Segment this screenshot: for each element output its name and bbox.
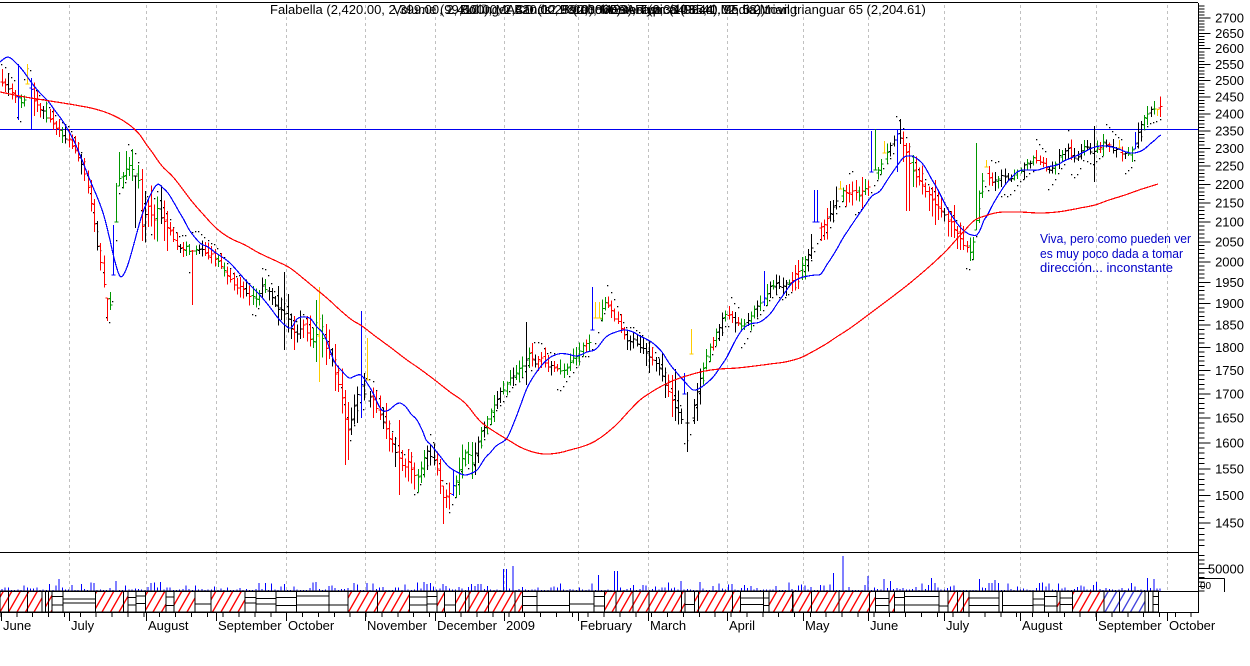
svg-text:1950: 1950 <box>1215 275 1244 290</box>
svg-text:1550: 1550 <box>1215 461 1244 476</box>
svg-text:1450: 1450 <box>1215 516 1244 531</box>
svg-text:1600: 1600 <box>1215 436 1244 451</box>
svg-text:1750: 1750 <box>1215 363 1244 378</box>
svg-text:2000: 2000 <box>1215 254 1244 269</box>
svg-text:2450: 2450 <box>1215 90 1244 105</box>
svg-text:Volume (99,600), MACD (12.9810: Volume (99,600), MACD (12.9810), Momentu… <box>393 2 717 17</box>
svg-text:May: May <box>805 618 830 633</box>
svg-text:2300: 2300 <box>1215 141 1244 156</box>
svg-text:00: 00 <box>1200 581 1212 592</box>
svg-text:2150: 2150 <box>1215 196 1244 211</box>
svg-text:September: September <box>218 618 282 633</box>
svg-text:2100: 2100 <box>1215 215 1244 230</box>
svg-text:2009: 2009 <box>506 618 535 633</box>
svg-text:es muy poco dada a tomar: es muy poco dada a tomar <box>1040 246 1184 261</box>
svg-text:2550: 2550 <box>1215 57 1244 72</box>
svg-text:November: November <box>367 618 428 633</box>
svg-text:1500: 1500 <box>1215 488 1244 503</box>
svg-text:50000: 50000 <box>1208 562 1244 577</box>
svg-text:Viva, pero como pueden ver: Viva, pero como pueden ver <box>1040 231 1192 246</box>
svg-text:2400: 2400 <box>1215 106 1244 121</box>
svg-text:2650: 2650 <box>1215 26 1244 41</box>
svg-text:April: April <box>729 618 755 633</box>
svg-text:Falabella (2,420.00, 2,399.00,: Falabella (2,420.00, 2,399.00, 2,410.00,… <box>270 2 621 17</box>
svg-text:Media Movil trianguar 65 (2,20: Media Movil trianguar 65 (2,204.61) <box>721 2 926 17</box>
svg-text:July: July <box>71 618 95 633</box>
svg-text:1800: 1800 <box>1215 340 1244 355</box>
svg-text:2500: 2500 <box>1215 73 1244 88</box>
svg-text:2250: 2250 <box>1215 159 1244 174</box>
svg-text:2050: 2050 <box>1215 234 1244 249</box>
svg-text:June: June <box>870 618 898 633</box>
svg-text:February: February <box>580 618 633 633</box>
svg-text:Estocastico (93.41, 95.58) tri: Estocastico (93.41, 95.58) triang <box>610 2 797 17</box>
svg-text:June: June <box>3 618 31 633</box>
svg-text:1900: 1900 <box>1215 296 1244 311</box>
svg-text:2200: 2200 <box>1215 177 1244 192</box>
svg-text:1700: 1700 <box>1215 386 1244 401</box>
svg-text:August: August <box>148 618 189 633</box>
svg-text:2700: 2700 <box>1215 11 1244 26</box>
svg-text:October: October <box>288 618 335 633</box>
svg-text:October: October <box>1169 618 1216 633</box>
svg-text:March: March <box>650 618 686 633</box>
svg-text:1850: 1850 <box>1215 318 1244 333</box>
svg-text:2600: 2600 <box>1215 41 1244 56</box>
svg-text:2350: 2350 <box>1215 123 1244 138</box>
svg-text:dirección... inconstante: dirección... inconstante <box>1040 260 1173 275</box>
svg-text:August: August <box>1022 618 1063 633</box>
svg-text:1650: 1650 <box>1215 411 1244 426</box>
svg-text:Parabolic SAR (2,384.65, 0.02,: Parabolic SAR (2,384.65, 0.02, 0.2) <box>560 2 765 17</box>
svg-text:July: July <box>946 618 970 633</box>
svg-text:December: December <box>437 618 498 633</box>
svg-text:September: September <box>1098 618 1162 633</box>
svg-text:Bollinger Bands 25 (2,386.23),: Bollinger Bands 25 (2,386.23), Typical P… <box>460 2 713 17</box>
